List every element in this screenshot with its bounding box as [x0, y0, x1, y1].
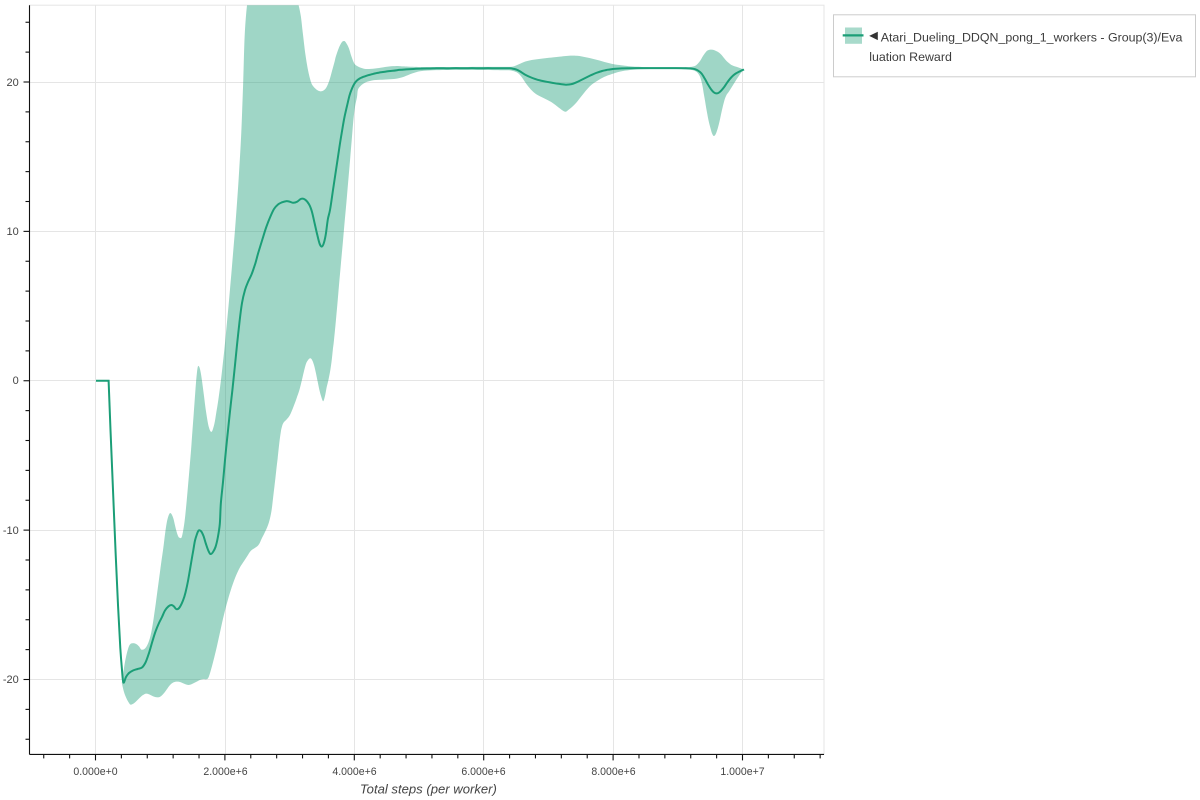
- svg-text:10: 10: [7, 226, 19, 238]
- svg-text:20: 20: [7, 77, 19, 89]
- svg-text:Total steps (per worker): Total steps (per worker): [360, 781, 497, 796]
- svg-text:1.000e+7: 1.000e+7: [720, 766, 764, 778]
- svg-text:0.000e+0: 0.000e+0: [73, 766, 117, 778]
- svg-text:-20: -20: [3, 674, 19, 686]
- svg-text:4.000e+6: 4.000e+6: [332, 766, 376, 778]
- svg-text:6.000e+6: 6.000e+6: [461, 766, 505, 778]
- svg-text:-10: -10: [3, 525, 19, 537]
- svg-text:0: 0: [13, 375, 19, 387]
- svg-text:2.000e+6: 2.000e+6: [203, 766, 247, 778]
- svg-text:8.000e+6: 8.000e+6: [591, 766, 635, 778]
- svg-text:Atari_Dueling_DDQN_pong_1_work: Atari_Dueling_DDQN_pong_1_workers - Grou…: [881, 30, 1183, 44]
- svg-text:luation Reward: luation Reward: [869, 50, 952, 64]
